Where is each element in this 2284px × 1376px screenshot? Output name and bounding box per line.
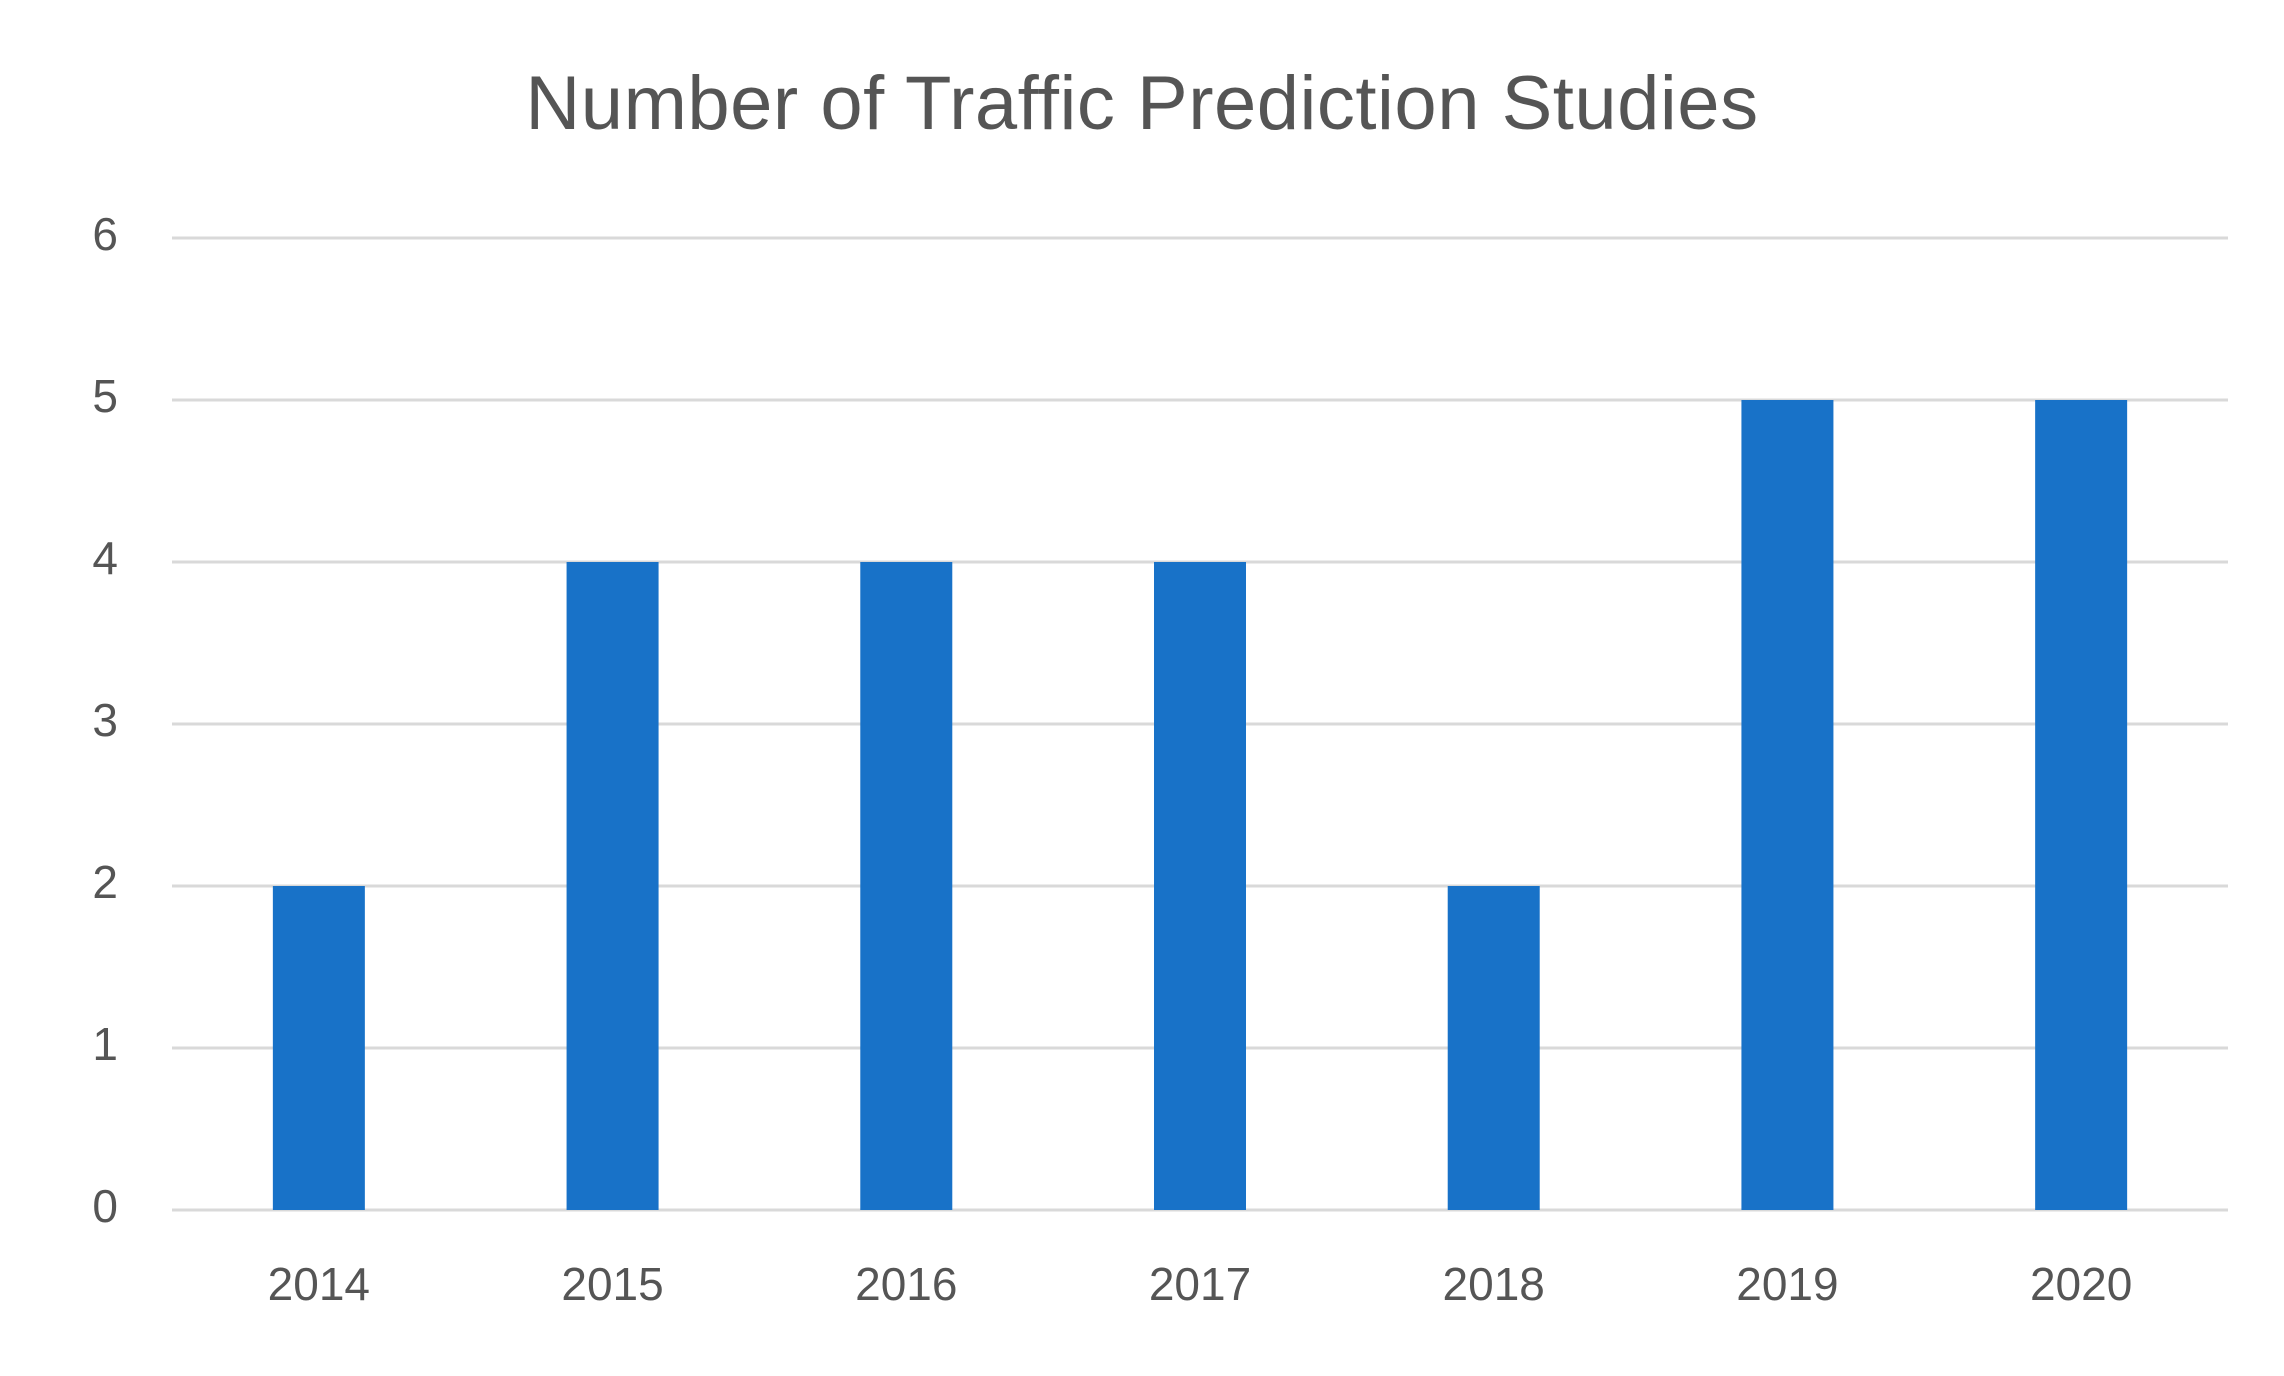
chart-title: Number of Traffic Prediction Studies bbox=[525, 61, 1759, 146]
bar-2014 bbox=[272, 886, 365, 1210]
y-tick-label: 1 bbox=[92, 1018, 118, 1070]
bar-2019 bbox=[1741, 400, 1834, 1210]
y-axis-tick-labels: 0 1 2 3 4 5 6 bbox=[92, 208, 118, 1232]
y-tick-label: 4 bbox=[92, 532, 118, 584]
y-tick-label: 2 bbox=[92, 856, 118, 908]
x-tick-label: 2020 bbox=[2030, 1258, 2132, 1310]
bar-2020 bbox=[2035, 400, 2128, 1210]
bar-2015 bbox=[566, 562, 659, 1210]
x-tick-label: 2018 bbox=[1443, 1258, 1545, 1310]
y-tick-label: 0 bbox=[92, 1180, 118, 1232]
y-tick-label: 6 bbox=[92, 208, 118, 260]
x-tick-label: 2019 bbox=[1736, 1258, 1838, 1310]
y-tick-label: 5 bbox=[92, 370, 118, 422]
x-tick-label: 2016 bbox=[855, 1258, 957, 1310]
x-tick-label: 2017 bbox=[1149, 1258, 1251, 1310]
bar-2018 bbox=[1447, 886, 1540, 1210]
y-tick-label: 3 bbox=[92, 694, 118, 746]
x-axis-tick-labels: 2014 2015 2016 2017 2018 2019 2020 bbox=[268, 1258, 2133, 1310]
bars bbox=[272, 400, 2128, 1210]
x-tick-label: 2014 bbox=[268, 1258, 370, 1310]
bar-2016 bbox=[860, 562, 953, 1210]
bar-2017 bbox=[1154, 562, 1246, 1210]
x-tick-label: 2015 bbox=[561, 1258, 663, 1310]
